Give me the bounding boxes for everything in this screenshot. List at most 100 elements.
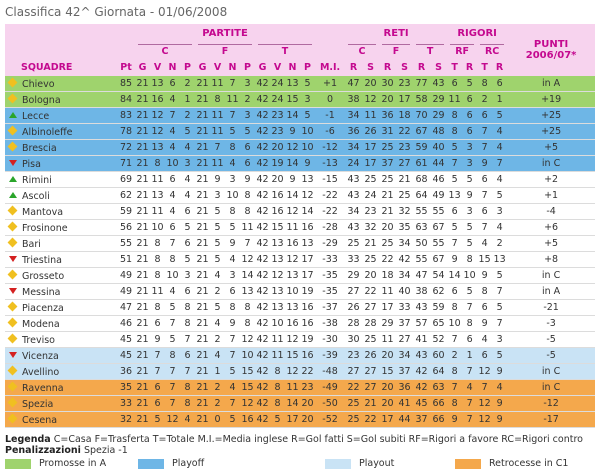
column-header: R	[345, 59, 363, 76]
stat-cell: 15	[285, 347, 300, 364]
stat-cell: 15	[240, 363, 255, 380]
stat-cell: 7	[150, 363, 165, 380]
stat-cell: 17	[300, 267, 316, 284]
stat-cell: 6	[447, 203, 463, 220]
stat-cell: 4	[477, 331, 493, 348]
group-header: RETI	[345, 24, 448, 42]
stat-cell: 8	[180, 299, 195, 316]
stat-cell: 21	[195, 299, 210, 316]
stat-cell: 5	[447, 139, 463, 156]
stat-cell: 12	[240, 395, 255, 412]
stat-cell: 2	[240, 91, 255, 108]
stat-cell: 56	[117, 219, 135, 236]
stat-cell: 10	[225, 187, 240, 204]
stat-cell: 12	[150, 123, 165, 140]
team-cell: Modena	[5, 315, 117, 332]
stat-cell: 13	[150, 76, 165, 92]
stat-cell: 25	[396, 187, 414, 204]
stat-cell: 21	[362, 395, 380, 412]
stat-cell: 16	[285, 235, 300, 252]
stat-cell: 1	[462, 347, 478, 364]
stat-cell: 21	[379, 187, 397, 204]
stat-cell: 42	[413, 379, 431, 396]
stat-cell: 69	[117, 171, 135, 188]
stat-cell: 67	[413, 123, 431, 140]
stat-cell: +25	[507, 107, 596, 124]
stat-cell: 12	[300, 187, 316, 204]
stat-cell: 6	[462, 107, 478, 124]
stat-cell: -22	[315, 187, 346, 204]
stat-cell: 3	[240, 107, 255, 124]
stat-cell: 13	[270, 235, 285, 252]
column-header: V	[270, 59, 285, 76]
stat-cell: 8	[477, 76, 493, 92]
team-row: Modena 46 21 6 7 8 21 4 9 8 42 10 16 16 -38 28 28 29 37 57 6…	[5, 315, 596, 332]
stat-cell: 7	[447, 155, 463, 172]
stat-cell: 5	[492, 107, 508, 124]
stat-cell: 3	[462, 139, 478, 156]
stat-cell: 6	[240, 139, 255, 156]
stat-cell: 6	[165, 171, 180, 188]
stat-cell: 8	[165, 347, 180, 364]
trend-icon	[8, 254, 18, 264]
stat-cell: 21	[195, 187, 210, 204]
stat-cell: 9	[210, 171, 225, 188]
stat-cell: 37	[413, 411, 431, 428]
stat-cell: 42	[255, 203, 270, 220]
header-empty	[315, 24, 346, 42]
stat-cell: 6	[477, 171, 493, 188]
stat-cell: 21	[135, 411, 150, 428]
stat-cell: 6	[150, 395, 165, 412]
team-cell: Lecce	[5, 107, 117, 124]
column-header: N	[165, 59, 180, 76]
column-header: R	[462, 59, 478, 76]
column-header: P	[240, 59, 255, 76]
trend-icon	[8, 414, 18, 424]
stat-cell: 5	[225, 123, 240, 140]
team-name: Cesena	[22, 414, 58, 426]
stat-cell: 16	[270, 187, 285, 204]
stat-cell: 7	[447, 379, 463, 396]
team-name: Albinoleffe	[22, 126, 73, 138]
color-legend-label: Promosse in A	[39, 458, 107, 469]
stat-cell: 32	[396, 203, 414, 220]
stat-cell: 21	[195, 107, 210, 124]
stat-cell: 8	[462, 315, 478, 332]
stat-cell: 17	[285, 411, 300, 428]
stat-cell: 42	[255, 219, 270, 236]
subgroup-label: T	[416, 44, 445, 57]
stat-cell: 12	[240, 251, 255, 268]
stat-cell: 42	[255, 379, 270, 396]
stat-cell: 26	[362, 123, 380, 140]
stat-cell: 42	[255, 76, 270, 92]
trend-icon	[8, 174, 18, 184]
stat-cell: 59	[413, 139, 431, 156]
stat-cell: 10	[240, 347, 255, 364]
stat-cell: 71	[117, 155, 135, 172]
trend-icon	[8, 382, 18, 392]
column-header: T	[447, 59, 463, 76]
team-row: Mantova 59 21 11 4 6 21 5 8 8 42 16 12 14 -22 34 23 21 32 5…	[5, 203, 596, 220]
color-legend-item: Retrocesse in C1	[455, 458, 568, 469]
stat-cell: 21	[195, 267, 210, 284]
stat-cell: 33	[345, 251, 363, 268]
stat-cell: 27	[396, 331, 414, 348]
stat-cell: 20	[300, 411, 316, 428]
stat-cell: 8	[150, 155, 165, 172]
trend-icon	[8, 190, 18, 200]
column-header: T	[477, 59, 493, 76]
team-row: Rimini 69 21 11 6 4 21 9 3 9 42 20 9 13 -15 43 25 25 21 68 4…	[5, 171, 596, 188]
stat-cell: 8	[225, 299, 240, 316]
stat-cell: 45	[413, 395, 431, 412]
stat-cell: 15	[379, 363, 397, 380]
stat-cell: 42	[255, 91, 270, 108]
stat-cell: 4	[180, 171, 195, 188]
stat-cell: -21	[507, 299, 596, 316]
subgroup-label: F	[198, 44, 252, 57]
trend-icon	[8, 158, 18, 168]
stat-cell: 6	[462, 91, 478, 108]
stat-cell: 22	[345, 379, 363, 396]
stat-cell: 24	[345, 155, 363, 172]
stat-cell: 13	[270, 299, 285, 316]
trend-icon	[8, 238, 18, 248]
